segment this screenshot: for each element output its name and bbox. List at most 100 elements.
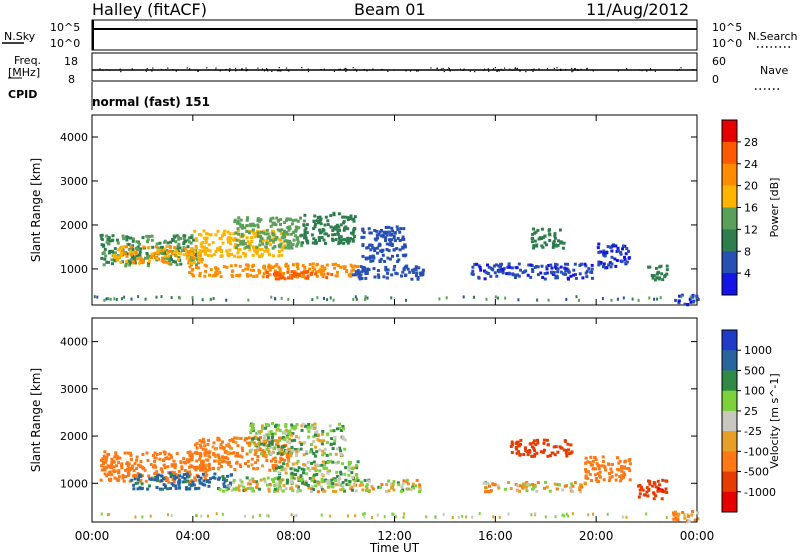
power-cell <box>248 243 252 247</box>
nave-point <box>463 68 465 70</box>
power-cell <box>271 246 275 250</box>
velocity-cell <box>226 451 230 455</box>
velocity-cell <box>198 457 202 461</box>
power-cell <box>517 298 520 302</box>
velocity-cell <box>219 446 223 450</box>
power-cell <box>351 239 355 243</box>
power-cell <box>414 274 418 278</box>
power-cell <box>216 247 220 251</box>
velocity-cell <box>284 471 288 475</box>
velocity-cell <box>271 422 274 425</box>
velocity-cell <box>201 468 205 472</box>
velocity-cell <box>135 455 139 459</box>
velocity-cell <box>363 515 366 519</box>
power-cell <box>420 273 423 277</box>
power-cell <box>621 244 625 248</box>
power-cell <box>324 215 328 219</box>
velocity-cell <box>347 460 351 464</box>
velocity-cell <box>314 484 318 488</box>
nave-point <box>487 68 489 70</box>
power-cell <box>475 262 479 266</box>
power-cell <box>540 227 544 231</box>
nave-point <box>197 70 199 72</box>
velocity-cell <box>164 457 168 460</box>
power-cell <box>489 274 493 278</box>
nave-point <box>339 68 341 70</box>
power-cell <box>256 235 260 238</box>
power-cell <box>471 265 475 269</box>
velocity-cell <box>602 460 605 464</box>
velocity-cell <box>530 454 534 458</box>
power-cell <box>564 269 568 273</box>
power-cell <box>278 270 282 274</box>
velocity-cell <box>523 446 527 450</box>
power-cell <box>385 230 389 234</box>
velocity-cell <box>271 450 275 454</box>
velocity-cell <box>620 466 623 470</box>
power-cell <box>565 297 568 301</box>
power-cell <box>607 263 611 267</box>
velocity-cell <box>240 480 244 484</box>
velocity-cell <box>121 476 125 480</box>
power-cell <box>551 241 555 245</box>
power-cell <box>173 235 177 239</box>
power-cell <box>378 259 382 263</box>
power-cell <box>130 297 133 301</box>
power-cell <box>245 273 249 276</box>
power-cell <box>569 274 573 278</box>
power-cell <box>288 225 292 229</box>
velocity-cell <box>141 453 145 456</box>
velocity-cell <box>656 489 660 493</box>
power-cell <box>113 297 116 301</box>
velocity-cell <box>127 469 131 473</box>
power-cell <box>637 298 640 302</box>
power-cell <box>572 273 576 277</box>
power-cell <box>555 263 559 267</box>
power-cell <box>287 276 290 280</box>
nave-point <box>626 68 628 70</box>
velocity-cell <box>195 450 199 454</box>
velocity-cell <box>188 487 192 491</box>
nave-point <box>189 68 191 70</box>
velocity-cell <box>110 473 114 477</box>
power-cell <box>146 253 150 257</box>
velocity-cell <box>509 445 513 448</box>
power-cell <box>236 219 240 223</box>
velocity-cell <box>597 467 601 471</box>
velocity-cell <box>262 434 266 438</box>
power-cell <box>311 266 315 269</box>
velocity-cell <box>237 488 241 492</box>
velocity-cell <box>607 479 611 483</box>
power-cell <box>536 273 540 277</box>
power-cell <box>384 265 388 269</box>
velocity-cell <box>221 512 224 516</box>
velocity-cell <box>251 423 255 427</box>
velocity-cell <box>332 489 335 493</box>
velocity-cell <box>196 475 200 479</box>
velocity-cell <box>497 486 501 490</box>
velocity-cell <box>307 435 311 439</box>
velocity-cell <box>266 514 269 518</box>
velocity-cell <box>270 440 274 444</box>
nave-point <box>482 69 484 71</box>
power-cell <box>540 237 544 241</box>
power-cell <box>138 242 142 246</box>
power-cell <box>279 222 282 226</box>
nave-label: Nave <box>760 64 789 77</box>
power-cell <box>554 262 557 266</box>
power-cell <box>337 225 341 229</box>
velocity-cell <box>545 485 549 489</box>
power-cell <box>234 231 238 235</box>
velocity-cell <box>205 458 209 462</box>
nave-point <box>345 67 347 70</box>
nave-point <box>387 70 389 72</box>
power-cell <box>602 251 606 255</box>
velocity-cell <box>365 483 369 487</box>
nave-point <box>225 68 227 71</box>
power-cell <box>495 274 499 278</box>
power-cell <box>515 266 519 270</box>
power-cell <box>314 238 318 242</box>
velocity-cell <box>269 459 273 463</box>
velocity-cell <box>216 436 220 440</box>
velocity-cell <box>205 473 209 477</box>
